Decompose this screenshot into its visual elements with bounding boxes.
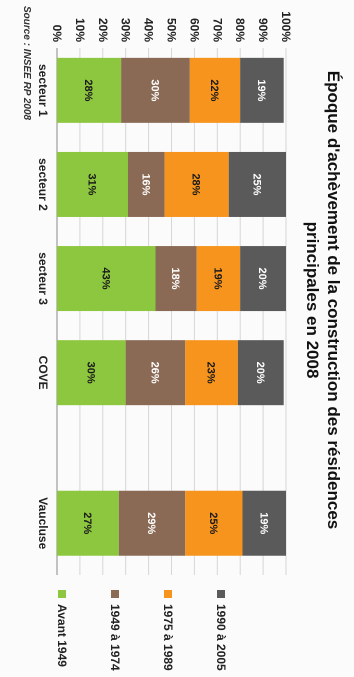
data-label: 18% <box>169 268 181 290</box>
data-label: 30% <box>84 362 96 384</box>
bar-segment <box>240 246 286 312</box>
legend-label: 1949 à 1974 <box>108 604 122 671</box>
data-label: 43% <box>99 268 111 290</box>
x-tick-label: Vaucluse <box>36 497 50 549</box>
y-tick-label: 60% <box>187 18 201 42</box>
legend-item: Avant 1949 <box>54 590 70 675</box>
legend-label: 1975 à 1989 <box>161 604 175 671</box>
x-tick-label: secteur 3 <box>36 252 50 305</box>
y-tick-label: 90% <box>256 18 270 42</box>
bar-segment <box>125 340 186 406</box>
data-label: 30% <box>148 79 160 101</box>
bar-segment <box>57 340 126 406</box>
legend: 1990 à 2005 1975 à 1989 1949 à 1974 Avan… <box>17 590 229 675</box>
data-label: 20% <box>256 268 268 290</box>
y-tick-label: 100% <box>279 11 293 42</box>
x-tick-label: secteur 1 <box>36 64 50 117</box>
x-tick-label: COVE <box>36 356 50 390</box>
y-tick-label: 50% <box>165 18 179 42</box>
data-label: 31% <box>85 173 97 195</box>
legend-label: Avant 1949 <box>55 604 69 667</box>
bar-segment <box>242 490 286 556</box>
y-tick-label: 40% <box>142 18 156 42</box>
data-label: 28% <box>82 79 94 101</box>
bar-segment <box>57 151 128 217</box>
bar-segment <box>57 246 156 312</box>
bar-segment <box>228 151 286 217</box>
bar-segment <box>185 340 238 406</box>
bar-segment <box>56 57 122 123</box>
y-tick-label: 30% <box>119 18 133 42</box>
y-tick-label: 20% <box>96 18 110 42</box>
data-label: 25% <box>250 173 262 195</box>
data-label: 20% <box>254 362 266 384</box>
bar-segment <box>127 151 165 217</box>
legend-item: 1990 à 2005 <box>213 590 229 675</box>
bar-segment <box>189 57 241 123</box>
bar-segment <box>57 490 119 556</box>
source-note: Source : INSEE RP 2008 <box>21 6 32 121</box>
legend-swatch <box>217 590 225 598</box>
data-label: 16% <box>139 173 151 195</box>
bar-segment <box>164 151 229 217</box>
legend-swatch <box>164 590 172 598</box>
bar-segment <box>155 246 197 312</box>
legend-swatch <box>111 590 119 598</box>
bar-segment <box>121 57 190 123</box>
data-label: 28% <box>190 173 202 195</box>
legend-swatch <box>58 590 66 598</box>
bar-segment <box>240 57 284 123</box>
data-label: 19% <box>211 268 223 290</box>
y-tick-label: 0% <box>50 25 64 43</box>
legend-item: 1975 à 1989 <box>160 590 176 675</box>
data-label: 29% <box>145 512 157 534</box>
y-tick-label: 70% <box>210 18 224 42</box>
data-label: 22% <box>208 79 220 101</box>
bar-segment <box>185 490 243 556</box>
data-label: 19% <box>255 79 267 101</box>
data-label: 26% <box>148 362 160 384</box>
y-tick-label: 10% <box>73 18 87 42</box>
bar-segment <box>118 490 186 556</box>
data-label: 27% <box>81 512 93 534</box>
bar-segment <box>196 246 241 312</box>
bar-segment <box>237 340 284 406</box>
y-tick-label: 80% <box>233 18 247 42</box>
legend-label: 1990 à 2005 <box>214 604 228 671</box>
data-label: 25% <box>207 512 219 534</box>
legend-item: 1949 à 1974 <box>107 590 123 675</box>
data-label: 23% <box>205 362 217 384</box>
data-label: 19% <box>257 512 269 534</box>
x-tick-label: secteur 2 <box>36 158 50 211</box>
